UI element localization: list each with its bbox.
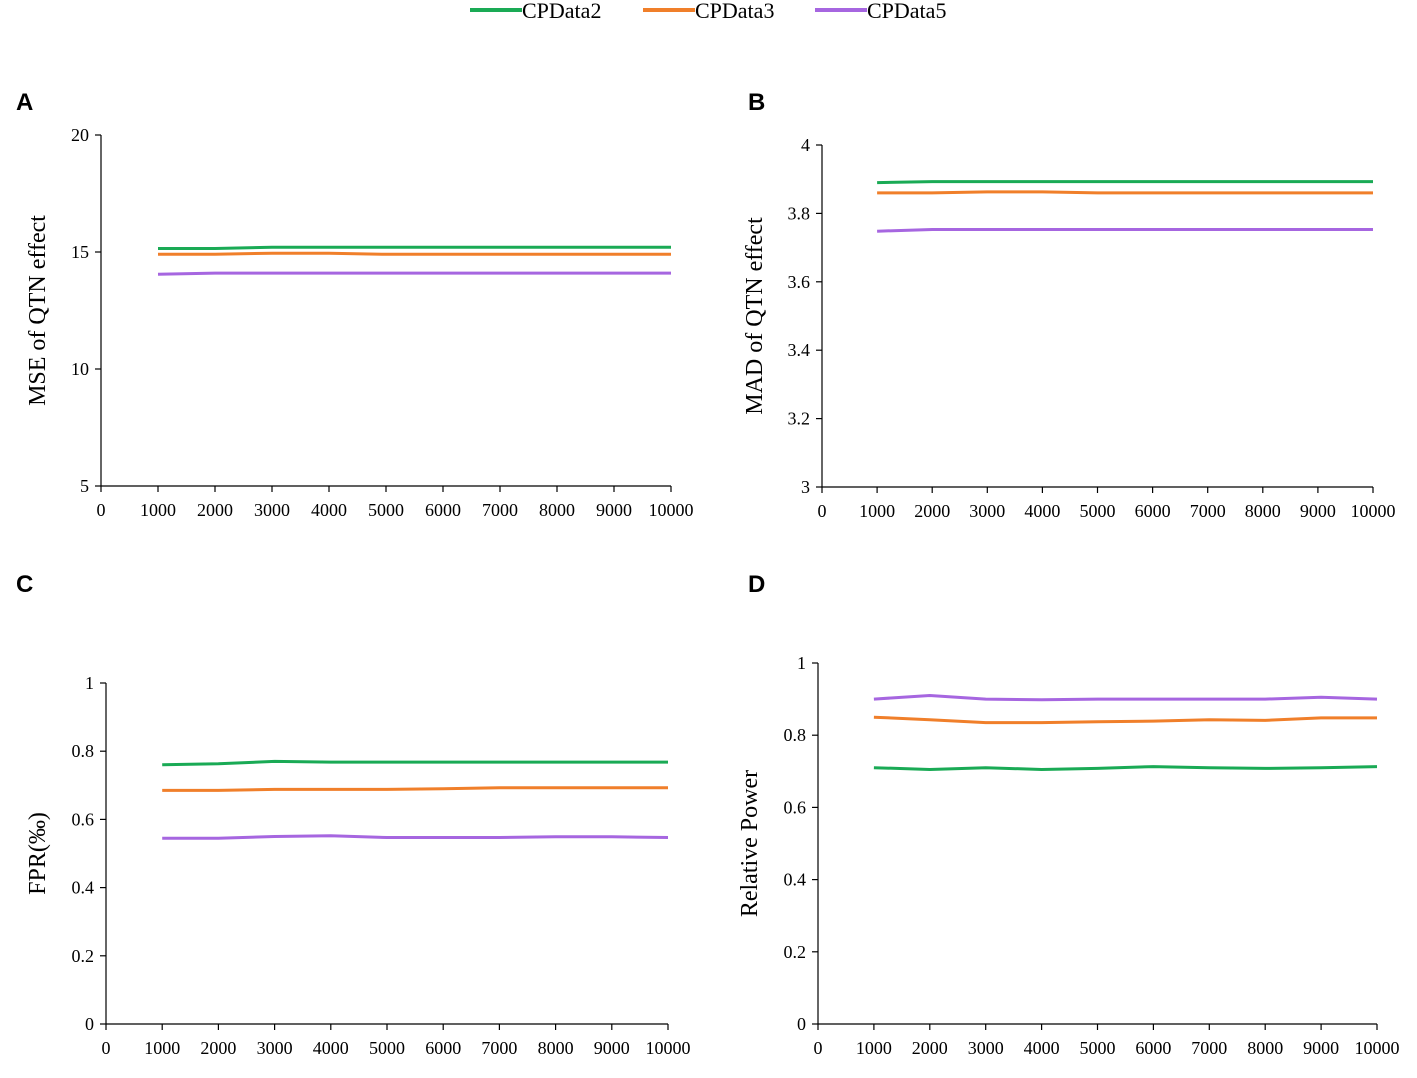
panel-c: C 0 0.2 0.4 0.6 0.8 1 0 1000 2000 3000 4000 5000 6000… (16, 571, 691, 1058)
legend-label: CPData5 (867, 0, 946, 23)
series-line-cpdata2 (158, 245, 671, 250)
x-tick-label: 6000 (1135, 501, 1171, 521)
x-tick-label: 7000 (1190, 501, 1226, 521)
x-tick-label: 10000 (646, 1038, 691, 1058)
x-tick-label: 5000 (1080, 1038, 1116, 1058)
y-tick-label: 0 (797, 1014, 806, 1034)
x-tick-label: 10000 (649, 500, 694, 520)
x-tick-label: 6000 (425, 500, 461, 520)
y-tick-label: 0.6 (784, 797, 807, 817)
y-tick-label: 0.8 (784, 725, 807, 745)
y-axis-label: MAD of QTN effect (742, 217, 768, 415)
x-tick-label: 1000 (856, 1038, 892, 1058)
x-tick-label: 8000 (539, 500, 575, 520)
panel-letter: B (748, 89, 765, 116)
x-tick-label: 9000 (596, 500, 632, 520)
x-tick-label: 9000 (1303, 1038, 1339, 1058)
x-tick-label: 2000 (914, 501, 950, 521)
y-tick-label: 0.2 (784, 942, 807, 962)
series-line-cpdata2 (873, 765, 1378, 771)
legend-label: CPData2 (522, 0, 601, 23)
x-tick-label: 7000 (1191, 1038, 1227, 1058)
y-tick-label: 5 (80, 476, 89, 496)
x-tick-label: 5000 (369, 1038, 405, 1058)
x-tick-label: 2000 (912, 1038, 948, 1058)
y-tick-label: 3.6 (788, 272, 811, 292)
x-tick-label: 4000 (313, 1038, 349, 1058)
x-tick-label: 3000 (969, 501, 1005, 521)
y-tick-label: 0.4 (784, 870, 807, 890)
series-line-cpdata5 (873, 694, 1378, 702)
x-tick-label: 1000 (859, 501, 895, 521)
legend-item-cpdata3: CPData3 (643, 0, 774, 23)
x-tick-label: 3000 (968, 1038, 1004, 1058)
legend-item-cpdata2: CPData2 (470, 0, 601, 23)
x-tick-label: 7000 (481, 1038, 517, 1058)
panel-b: B 3 3.2 3.4 3.6 3.8 4 0 1000 2000 3000 4000 5000 6000… (742, 89, 1396, 521)
series-line-cpdata3 (873, 715, 1377, 725)
series-line-cpdata2 (162, 759, 668, 767)
series-line-cpdata2 (877, 180, 1373, 185)
x-tick-label: 8000 (538, 1038, 574, 1058)
x-tick-label: 0 (814, 1038, 823, 1058)
x-tick-label: 4000 (1024, 501, 1060, 521)
series-line-cpdata3 (162, 786, 668, 792)
y-tick-label: 0.6 (72, 809, 95, 829)
y-tick-label: 0.8 (72, 741, 95, 761)
x-tick-label: 8000 (1245, 501, 1281, 521)
y-tick-label: 15 (71, 242, 89, 262)
x-tick-label: 5000 (1080, 501, 1116, 521)
x-tick-label: 8000 (1247, 1038, 1283, 1058)
x-tick-label: 9000 (1300, 501, 1336, 521)
panel-letter: D (748, 571, 765, 598)
x-tick-label: 3000 (254, 500, 290, 520)
y-tick-label: 3.8 (788, 203, 811, 223)
x-tick-label: 5000 (368, 500, 404, 520)
y-axis-label: MSE of QTN effect (25, 215, 51, 406)
legend-item-cpdata5: CPData5 (815, 0, 946, 23)
x-tick-label: 1000 (144, 1038, 180, 1058)
x-tick-label: 6000 (425, 1038, 461, 1058)
panel-d: D 0 0.2 0.4 0.6 0.8 1 0 1000 2000 3000 4000 5000 6000… (737, 571, 1400, 1058)
panel-letter: A (16, 89, 33, 116)
y-axis-label: FPR(‰) (25, 812, 51, 895)
y-tick-label: 20 (71, 125, 89, 145)
series-line-cpdata5 (157, 271, 671, 276)
series-line-cpdata3 (158, 251, 671, 256)
y-tick-label: 0.4 (72, 878, 95, 898)
y-axis-label: Relative Power (737, 770, 763, 917)
x-tick-label: 0 (97, 500, 106, 520)
x-tick-label: 2000 (197, 500, 233, 520)
legend-label: CPData3 (695, 0, 774, 23)
x-tick-label: 7000 (482, 500, 518, 520)
y-tick-label: 3.4 (788, 340, 811, 360)
x-tick-label: 0 (818, 501, 827, 521)
y-tick-label: 3 (801, 477, 810, 497)
panel-letter: C (16, 571, 33, 598)
panel-a: A 5 10 15 20 0 1000 2000 3000 4000 5000 6000 7000 800… (16, 89, 694, 520)
y-tick-label: 0 (85, 1014, 94, 1034)
series-line-cpdata5 (162, 834, 669, 840)
x-tick-label: 4000 (311, 500, 347, 520)
series-line-cpdata5 (877, 228, 1373, 233)
x-tick-label: 10000 (1351, 501, 1396, 521)
y-tick-label: 4 (801, 135, 810, 155)
x-tick-label: 3000 (257, 1038, 293, 1058)
y-tick-label: 1 (797, 653, 806, 673)
series-line-cpdata3 (877, 190, 1373, 195)
y-tick-label: 0.2 (72, 946, 95, 966)
y-tick-label: 3.2 (788, 409, 811, 429)
y-tick-label: 10 (71, 359, 89, 379)
x-tick-label: 9000 (594, 1038, 630, 1058)
x-tick-label: 0 (102, 1038, 111, 1058)
x-tick-label: 1000 (140, 500, 176, 520)
x-tick-label: 2000 (200, 1038, 236, 1058)
x-tick-label: 6000 (1135, 1038, 1171, 1058)
x-tick-label: 4000 (1024, 1038, 1060, 1058)
legend: CPData2 CPData3 CPData5 (470, 0, 946, 23)
y-tick-label: 1 (85, 673, 94, 693)
x-tick-label: 10000 (1355, 1038, 1400, 1058)
